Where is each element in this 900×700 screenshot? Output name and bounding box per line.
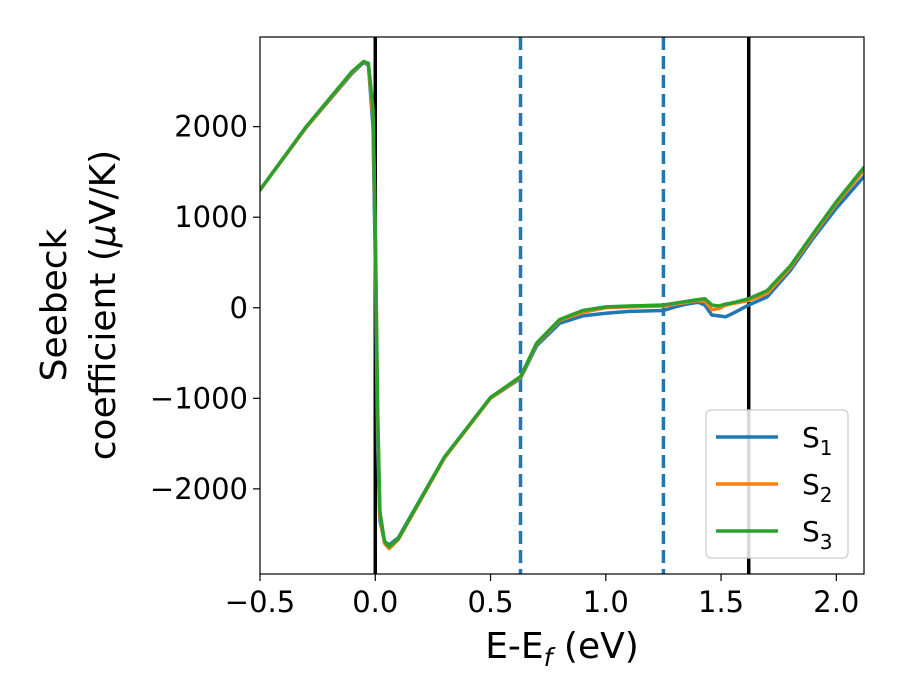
y-tick-label: −1000 [150, 381, 248, 415]
y-tick-label: −2000 [150, 472, 248, 506]
x-tick-label: 1.5 [698, 585, 744, 619]
x-axis-label: E-Ef (eV) [485, 626, 639, 672]
legend-label-s3: S3 [802, 515, 833, 554]
y-tick-label: 2000 [174, 110, 248, 144]
y-axis-label-line2: coefficient (μV/K) [83, 150, 124, 460]
x-tick-label: −0.5 [225, 585, 295, 619]
y-axis-label-line1: Seebeck [34, 228, 75, 381]
x-tick-label: 0.0 [352, 585, 398, 619]
series-line-s3 [260, 59, 864, 549]
x-tick-label: 0.5 [467, 585, 513, 619]
x-tick-label: 2.0 [813, 585, 859, 619]
legend-label-s1: S1 [802, 421, 833, 460]
y-axis-label: Seebeck coefficient (μV/K) [34, 150, 124, 460]
y-tick-label: 0 [230, 291, 248, 325]
legend-label-s2: S2 [802, 468, 833, 507]
legend: S1 S2 S3 [705, 409, 849, 559]
plot-frame [259, 36, 865, 575]
x-tick-label: 1.0 [583, 585, 629, 619]
y-tick-label: 1000 [174, 200, 248, 234]
